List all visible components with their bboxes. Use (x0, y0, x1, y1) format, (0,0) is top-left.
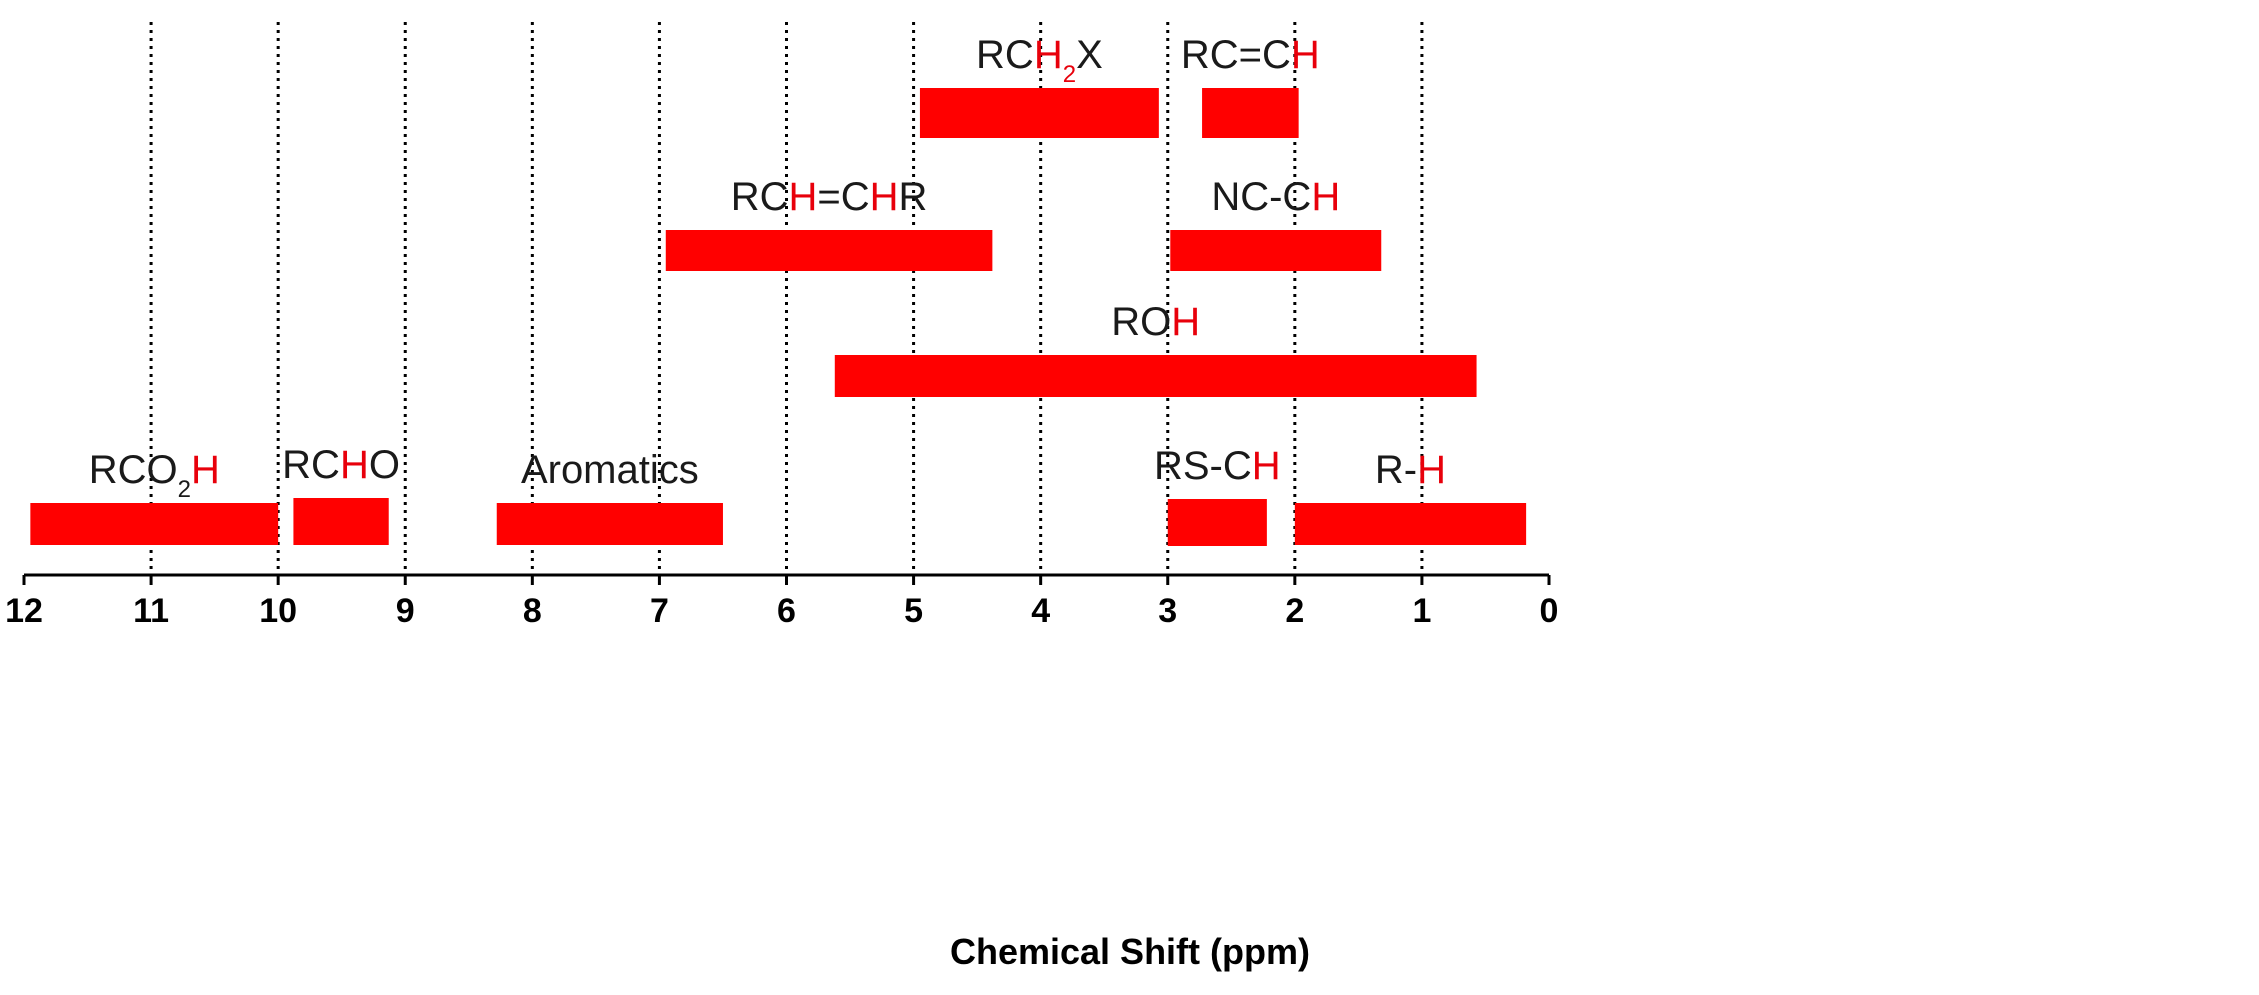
tick-label-4: 4 (1031, 592, 1050, 630)
bar-roh (834, 355, 1477, 397)
tick-label-12: 12 (5, 592, 43, 630)
x-axis: 12 11 10 9 8 7 6 5 4 3 2 1 0 (5, 573, 1559, 630)
bar-aromatics (496, 503, 723, 545)
tick-label-5: 5 (904, 592, 923, 630)
tick-label-8: 8 (523, 592, 542, 630)
bar-label-rcoh: RCO2H (89, 448, 220, 503)
bar-rcoh (30, 503, 279, 545)
tick-label-0: 0 (1540, 592, 1559, 630)
tick-label-3: 3 (1158, 592, 1177, 630)
tick-label-2: 2 (1285, 592, 1304, 630)
bar-rchx (919, 88, 1159, 138)
bar-label-rcho: RCHO (282, 443, 400, 487)
tick-label-1: 1 (1412, 592, 1431, 630)
tick-label-7: 7 (650, 592, 669, 630)
bar-label-rch=chr: RCH=CHR (731, 175, 928, 219)
bar-label-rs-ch: RS-CH (1154, 444, 1281, 488)
bar-rc=ch (1202, 88, 1299, 138)
bar-label-rc=ch: RC=CH (1181, 33, 1320, 77)
bar-label-nc-ch: NC-CH (1211, 175, 1340, 219)
x-axis-title: Chemical Shift (ppm) (950, 931, 1310, 972)
bar-rch=chr (665, 230, 993, 271)
bar-label-rchx: RCH2X (976, 33, 1103, 88)
bar-label-aromatics: Aromatics (521, 448, 699, 492)
bar-rcho (293, 498, 389, 545)
tick-label-9: 9 (396, 592, 415, 630)
bar-r-h (1294, 503, 1527, 545)
bar-labels: RCH2X RC=CH RCH=CHR NC-CH ROH RCO2H RCHO Aromat… (89, 33, 1446, 503)
bar-rs-ch (1167, 499, 1267, 546)
bar-nc-ch (1170, 230, 1382, 271)
range-bars (30, 88, 1527, 546)
bar-label-r-h: R-H (1375, 448, 1446, 492)
tick-label-10: 10 (259, 592, 297, 630)
tick-label-11: 11 (133, 592, 169, 630)
tick-label-6: 6 (777, 592, 796, 630)
bar-label-roh: ROH (1111, 300, 1200, 344)
